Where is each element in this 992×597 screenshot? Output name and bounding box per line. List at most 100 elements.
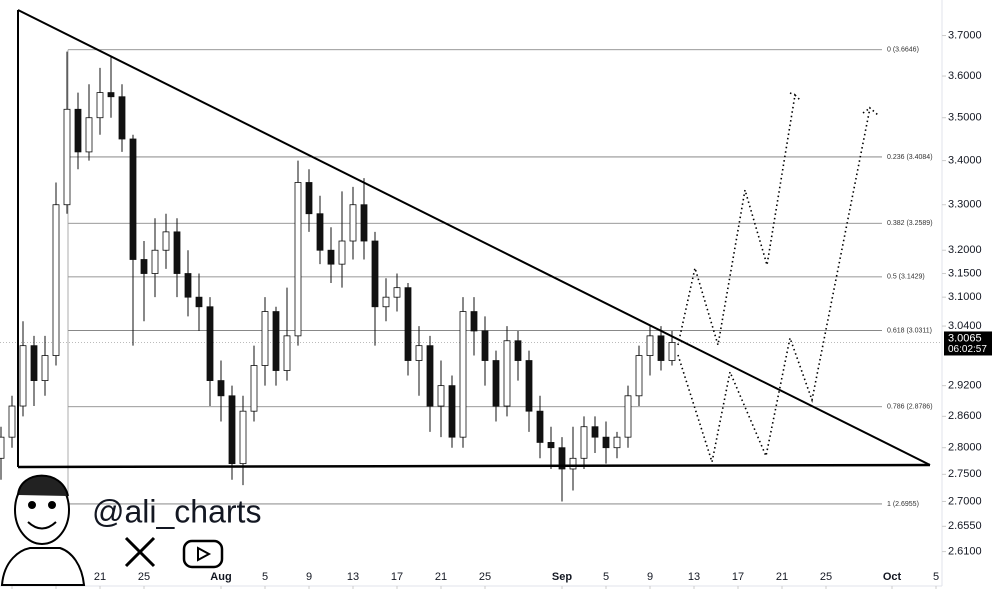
candle-body bbox=[382, 296, 390, 308]
candle-body bbox=[327, 249, 335, 265]
candle-body bbox=[558, 447, 566, 470]
candle-body bbox=[536, 410, 544, 443]
y-tick-label: 2.6100 bbox=[948, 546, 982, 558]
candle-body bbox=[393, 287, 401, 298]
x-tick-label: 21 bbox=[435, 571, 447, 583]
candle-body bbox=[261, 311, 269, 366]
candle-body bbox=[360, 204, 368, 242]
fib-label: 0.786 (2.8786) bbox=[887, 404, 933, 411]
x-tick-label: 21 bbox=[776, 571, 788, 583]
candle-body bbox=[448, 385, 456, 438]
candle-body bbox=[19, 345, 27, 407]
y-tick-label: 2.7000 bbox=[948, 495, 982, 507]
candle-body bbox=[338, 240, 346, 265]
avatar-shoulders bbox=[0, 547, 86, 586]
candle-body bbox=[74, 108, 82, 153]
candle-layer: Jul 12Jul 13Jul 14Jul 15Jul 16Jul 17Jul … bbox=[0, 51, 676, 502]
avatar-eye bbox=[48, 501, 56, 509]
candle-body bbox=[217, 380, 225, 397]
x-tick-label: Aug bbox=[210, 571, 231, 583]
candle-body bbox=[118, 96, 126, 140]
x-logo bbox=[124, 536, 156, 568]
candle-body bbox=[525, 360, 533, 412]
y-tick-label: 2.8600 bbox=[948, 410, 982, 422]
candle-body bbox=[305, 182, 313, 215]
candle-body bbox=[228, 395, 236, 465]
candle-body bbox=[547, 442, 555, 449]
x-tick-label: 13 bbox=[688, 571, 700, 583]
candle-body bbox=[459, 311, 467, 438]
last-price-box bbox=[944, 331, 992, 356]
candle-body bbox=[613, 436, 621, 449]
candle-body bbox=[470, 311, 478, 332]
projection-arrow-2 bbox=[862, 107, 871, 114]
candle-body bbox=[107, 92, 115, 98]
y-tick-label: 2.8000 bbox=[948, 442, 982, 454]
triangle-resistance bbox=[17, 9, 931, 466]
youtube-logo bbox=[182, 539, 224, 569]
candle-body bbox=[404, 287, 412, 361]
candle-body bbox=[371, 240, 379, 308]
candle-body bbox=[272, 311, 280, 371]
x-tick-label: 9 bbox=[306, 571, 312, 583]
candle-body bbox=[52, 204, 60, 356]
candle-body bbox=[151, 249, 159, 274]
candle-body bbox=[591, 426, 599, 438]
candle-body bbox=[415, 345, 423, 361]
x-tick-label: 9 bbox=[647, 571, 653, 583]
candle-body bbox=[635, 355, 643, 397]
candle-body bbox=[96, 92, 104, 119]
y-tick-label: 2.6550 bbox=[948, 520, 982, 532]
candle-body bbox=[580, 426, 588, 459]
candle-body bbox=[250, 365, 258, 412]
candle-body bbox=[602, 436, 610, 449]
candle-body bbox=[195, 296, 203, 308]
candle-body bbox=[503, 340, 511, 407]
candle-body bbox=[173, 231, 181, 274]
y-tick-label: 3.2000 bbox=[948, 244, 982, 256]
candle-body bbox=[41, 355, 49, 381]
candle-body bbox=[349, 204, 357, 242]
x-tick-label: Oct bbox=[883, 571, 902, 583]
x-tick-label: 17 bbox=[732, 571, 744, 583]
triangle bbox=[17, 9, 931, 469]
triangle-support bbox=[17, 463, 931, 469]
candle-body bbox=[239, 410, 247, 465]
candle-body bbox=[85, 117, 93, 153]
candle-body bbox=[129, 138, 137, 260]
youtube-play bbox=[197, 546, 212, 562]
candle-body bbox=[283, 335, 291, 371]
candle-body bbox=[63, 108, 71, 206]
y-tick-label: 3.1500 bbox=[948, 267, 982, 279]
y-tick-label: 3.7000 bbox=[948, 29, 982, 41]
candle-body bbox=[437, 385, 445, 407]
candle-body bbox=[140, 259, 148, 274]
last-price-label: 3.0065 bbox=[948, 332, 982, 344]
projection-arrow-1 bbox=[789, 92, 796, 96]
fib-label: 0 (3.6646) bbox=[887, 47, 919, 54]
avatar bbox=[0, 474, 86, 586]
candle-body bbox=[492, 360, 500, 407]
fib-label: 1 (2.6955) bbox=[887, 501, 919, 508]
candle-body bbox=[646, 335, 654, 356]
x-tick-label: 5 bbox=[262, 571, 268, 583]
projections bbox=[677, 92, 879, 463]
candle-body bbox=[162, 231, 170, 251]
candle-body bbox=[8, 405, 16, 438]
candle-body bbox=[0, 436, 5, 459]
candle-body bbox=[569, 457, 577, 470]
x-tick-label: Sep bbox=[552, 571, 572, 583]
y-tick-label: 3.1000 bbox=[948, 291, 982, 303]
y-tick-label: 2.7500 bbox=[948, 468, 982, 480]
x-tick-label: 25 bbox=[479, 571, 491, 583]
avatar-hair bbox=[17, 474, 69, 497]
x-tick-label: 5 bbox=[933, 571, 939, 583]
avatar-smile bbox=[27, 521, 57, 530]
fib-label: 0.382 (3.2589) bbox=[887, 220, 933, 227]
x-tick-label: 25 bbox=[820, 571, 832, 583]
candle-body bbox=[206, 306, 214, 381]
y-tick-label: 3.5000 bbox=[948, 112, 982, 124]
